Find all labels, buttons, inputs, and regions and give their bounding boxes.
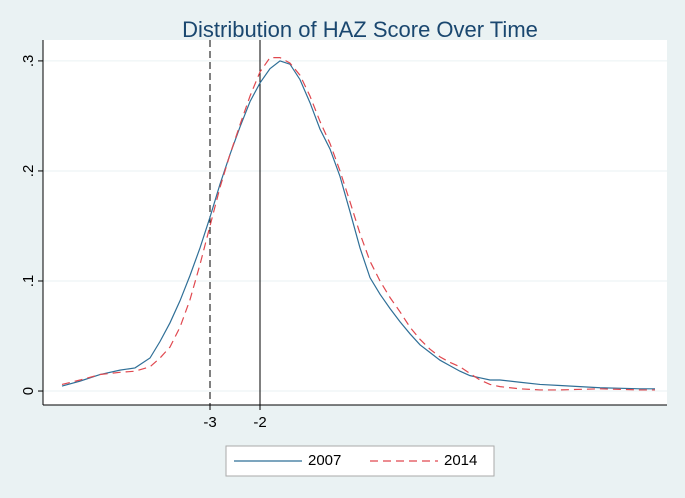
y-tick-label: .3 <box>20 55 37 68</box>
legend-label: 2007 <box>308 452 341 469</box>
chart-title: Distribution of HAZ Score Over Time <box>182 17 538 42</box>
plot-area <box>43 40 667 405</box>
y-tick-label: .2 <box>20 165 37 178</box>
legend-label: 2014 <box>444 452 477 469</box>
y-tick-label: .1 <box>20 275 37 288</box>
y-tick-label: 0 <box>20 387 37 395</box>
x-tick-label: -2 <box>253 414 266 431</box>
x-tick-label: -3 <box>203 414 216 431</box>
density-line <box>61 60 655 390</box>
density-line <box>61 57 655 391</box>
